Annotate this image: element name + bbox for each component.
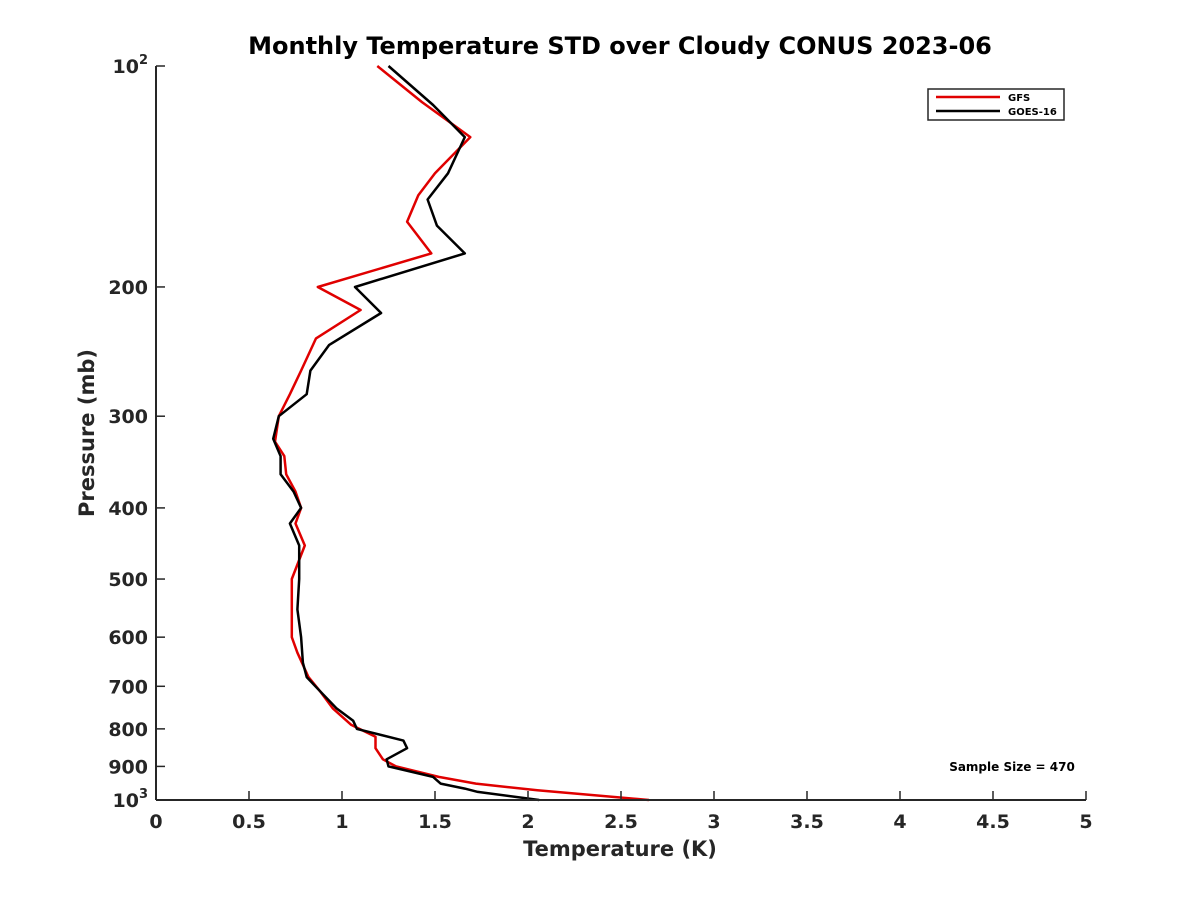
plot-lines	[271, 65, 650, 802]
y-tick-label: 900	[108, 756, 148, 778]
x-tick-label: 5	[1079, 811, 1092, 833]
x-tick-label: 1.5	[418, 811, 452, 833]
sample-size-annotation: Sample Size = 470	[949, 760, 1075, 774]
x-tick-label: 4.5	[976, 811, 1010, 833]
y-tick-label: 700	[108, 676, 148, 698]
y-axis-label: Pressure (mb)	[75, 349, 99, 517]
y-ticks: 102 200 300 400 500 600 700 800 900 103	[108, 53, 165, 812]
x-tick-label: 3.5	[790, 811, 824, 833]
series-line-gfs	[273, 65, 650, 802]
y-tick-label: 500	[108, 569, 148, 591]
x-tick-label: 3	[707, 811, 720, 833]
y-tick-label: 600	[108, 627, 148, 649]
legend-label-goes16: GOES-16	[1008, 107, 1057, 118]
x-tick-label: 2.5	[604, 811, 638, 833]
y-tick-label: 400	[108, 498, 148, 520]
legend: GFS GOES-16	[927, 88, 1065, 121]
y-tick-label: 800	[108, 719, 148, 741]
y-tick-label: 300	[108, 406, 148, 428]
y-tick-label: 200	[108, 277, 148, 299]
x-tick-label: 0	[149, 811, 162, 833]
y-tick-label: 103	[113, 787, 149, 812]
x-tick-label: 4	[893, 811, 906, 833]
x-tick-label: 1	[335, 811, 348, 833]
x-axis-label: Temperature (K)	[523, 837, 717, 861]
x-tick-label: 0.5	[232, 811, 266, 833]
series-line-goes16	[271, 65, 540, 802]
legend-label-gfs: GFS	[1008, 93, 1030, 104]
legend-box	[927, 88, 1065, 121]
x-ticks: 0 0.5 1 1.5 2 2.5 3 3.5 4 4.5 5	[149, 791, 1093, 833]
chart-title: Monthly Temperature STD over Cloudy CONU…	[248, 32, 992, 60]
y-tick-label: 102	[113, 53, 149, 78]
x-tick-label: 2	[521, 811, 534, 833]
